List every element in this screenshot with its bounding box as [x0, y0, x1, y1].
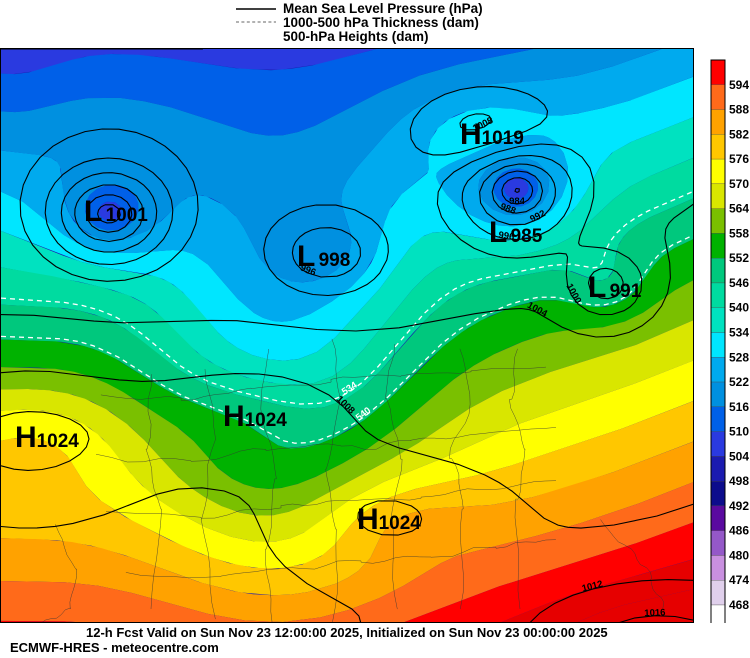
- svg-text:468: 468: [729, 598, 749, 612]
- svg-text:1000: 1000: [192, 49, 213, 52]
- svg-text:500-hPa Heights (dam): 500-hPa Heights (dam): [283, 29, 429, 44]
- svg-text:576: 576: [729, 152, 749, 166]
- svg-text:582: 582: [729, 127, 749, 141]
- svg-text:L: L: [84, 195, 102, 228]
- svg-text:474: 474: [729, 573, 749, 587]
- svg-text:510: 510: [729, 425, 749, 439]
- svg-text:ECMWF-HRES - meteocentre.com: ECMWF-HRES - meteocentre.com: [10, 640, 219, 655]
- svg-text:498: 498: [729, 474, 749, 488]
- svg-text:492: 492: [729, 499, 749, 513]
- svg-text:991: 991: [610, 281, 642, 302]
- svg-text:588: 588: [729, 103, 749, 117]
- svg-text:594: 594: [729, 78, 749, 92]
- svg-text:Mean Sea Level Pressure (hPa): Mean Sea Level Pressure (hPa): [283, 1, 483, 16]
- svg-text:522: 522: [729, 375, 749, 389]
- svg-text:1001: 1001: [106, 205, 149, 226]
- svg-text:H: H: [357, 503, 379, 536]
- svg-text:L: L: [489, 216, 507, 249]
- svg-text:528: 528: [729, 350, 749, 364]
- svg-text:552: 552: [729, 251, 749, 265]
- svg-text:480: 480: [729, 548, 749, 562]
- svg-text:534: 534: [729, 326, 749, 340]
- svg-text:1019: 1019: [482, 128, 524, 149]
- svg-text:1016: 1016: [644, 607, 666, 619]
- svg-text:1024: 1024: [245, 410, 288, 431]
- svg-text:L: L: [588, 271, 606, 304]
- svg-text:L: L: [297, 240, 315, 273]
- svg-text:985: 985: [511, 226, 543, 247]
- svg-text:H: H: [15, 421, 37, 454]
- svg-text:1024: 1024: [379, 513, 422, 534]
- svg-text:540: 540: [729, 301, 749, 315]
- svg-text:558: 558: [729, 226, 749, 240]
- svg-text:516: 516: [729, 400, 749, 414]
- svg-text:H: H: [223, 400, 245, 433]
- svg-text:504: 504: [729, 449, 749, 463]
- svg-text:998: 998: [319, 250, 351, 271]
- svg-text:486: 486: [729, 524, 749, 538]
- svg-text:1024: 1024: [37, 431, 80, 452]
- svg-text:1000-500 hPa Thickness (dam): 1000-500 hPa Thickness (dam): [283, 15, 479, 30]
- svg-text:564: 564: [729, 202, 749, 216]
- svg-text:12-h Fcst Valid on Sun Nov 23: 12-h Fcst Valid on Sun Nov 23 12:00:00 2…: [86, 625, 608, 640]
- svg-text:546: 546: [729, 276, 749, 290]
- svg-text:570: 570: [729, 177, 749, 191]
- svg-text:H: H: [460, 118, 482, 151]
